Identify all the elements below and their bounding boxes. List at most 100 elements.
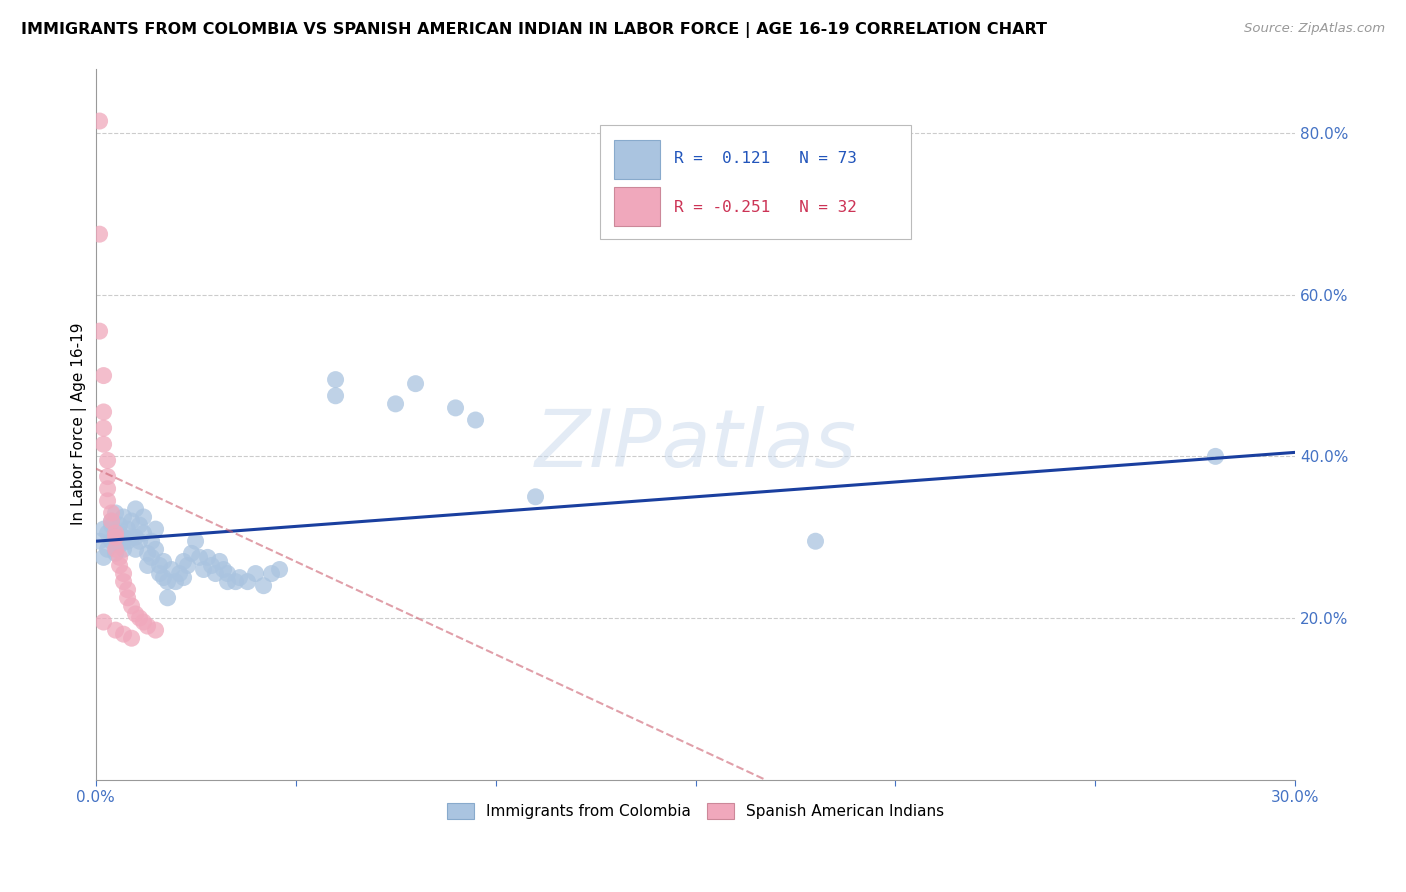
Point [180, 546, 202, 560]
Point [89, 534, 111, 549]
Point [112, 530, 135, 544]
Point [124, 502, 146, 516]
Point [141, 550, 163, 565]
Point [124, 542, 146, 557]
Point [100, 514, 122, 528]
Point [104, 623, 127, 637]
Point [132, 615, 155, 629]
Point [112, 542, 135, 557]
Point [524, 490, 547, 504]
Point [252, 579, 274, 593]
Point [93, 522, 115, 536]
Point [100, 534, 122, 549]
Bar [614, 140, 659, 178]
Point [193, 562, 215, 576]
Point [104, 534, 127, 549]
Point [325, 373, 347, 387]
Point [156, 574, 179, 589]
Point [128, 611, 150, 625]
Point [197, 550, 219, 565]
Point [136, 546, 159, 560]
Point [169, 566, 191, 581]
Bar [614, 187, 659, 227]
Point [132, 510, 155, 524]
Point [245, 566, 267, 581]
Point [117, 522, 139, 536]
Point [156, 591, 179, 605]
Legend: Immigrants from Colombia, Spanish American Indians: Immigrants from Colombia, Spanish Americ… [440, 797, 950, 825]
Point [112, 627, 135, 641]
Point [384, 397, 406, 411]
Text: Source: ZipAtlas.com: Source: ZipAtlas.com [1244, 22, 1385, 36]
Point [97, 526, 120, 541]
Point [93, 437, 115, 451]
Point [89, 324, 111, 338]
Point [225, 574, 247, 589]
Point [97, 542, 120, 557]
Point [228, 571, 250, 585]
Point [97, 493, 120, 508]
Point [93, 550, 115, 565]
Point [165, 574, 187, 589]
Point [160, 562, 183, 576]
Point [104, 526, 127, 541]
Text: R = -0.251   N = 32: R = -0.251 N = 32 [673, 200, 856, 215]
Point [173, 571, 195, 585]
Point [93, 615, 115, 629]
Point [269, 562, 291, 576]
Point [200, 558, 222, 573]
Point [145, 623, 167, 637]
Point [93, 368, 115, 383]
Y-axis label: In Labor Force | Age 16-19: In Labor Force | Age 16-19 [72, 323, 87, 525]
Point [217, 566, 239, 581]
Point [148, 566, 170, 581]
Point [804, 534, 827, 549]
Point [444, 401, 467, 415]
Point [121, 514, 143, 528]
Point [100, 506, 122, 520]
Point [121, 530, 143, 544]
Point [152, 554, 174, 568]
Text: ZIPatlas: ZIPatlas [534, 407, 856, 484]
Point [152, 571, 174, 585]
Point [176, 558, 198, 573]
Point [112, 566, 135, 581]
Point [97, 469, 120, 483]
Point [188, 550, 211, 565]
Point [325, 389, 347, 403]
Point [128, 534, 150, 549]
Point [173, 554, 195, 568]
Point [108, 550, 131, 565]
Point [124, 607, 146, 621]
Point [117, 582, 139, 597]
Point [260, 566, 283, 581]
Point [108, 526, 131, 541]
Point [128, 518, 150, 533]
Point [132, 526, 155, 541]
Point [108, 518, 131, 533]
Point [117, 534, 139, 549]
Text: R =  0.121   N = 73: R = 0.121 N = 73 [673, 152, 856, 166]
Point [89, 227, 111, 242]
Point [97, 482, 120, 496]
Point [405, 376, 427, 391]
Point [89, 114, 111, 128]
Point [1204, 450, 1226, 464]
Point [104, 530, 127, 544]
Point [236, 574, 259, 589]
Point [104, 542, 127, 557]
Point [108, 538, 131, 552]
Point [104, 506, 127, 520]
FancyBboxPatch shape [599, 126, 911, 239]
Point [100, 514, 122, 528]
Point [104, 546, 127, 560]
Point [117, 591, 139, 605]
Point [145, 522, 167, 536]
Point [112, 574, 135, 589]
Point [136, 619, 159, 633]
Point [93, 405, 115, 419]
Point [464, 413, 486, 427]
Point [108, 558, 131, 573]
Point [184, 534, 207, 549]
Point [136, 558, 159, 573]
